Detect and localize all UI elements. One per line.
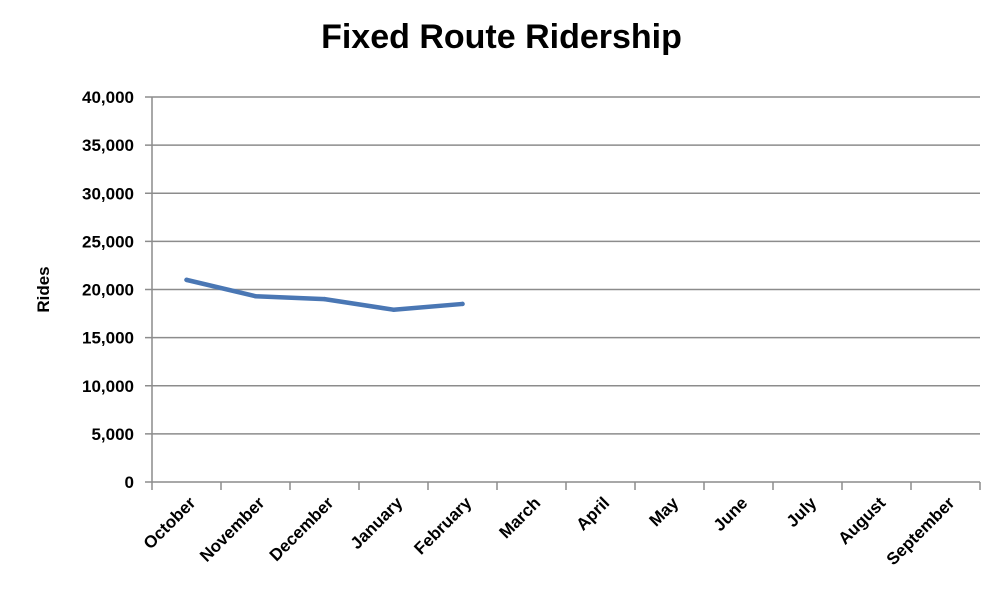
y-tick-label: 35,000 xyxy=(82,136,134,155)
y-tick-label: 5,000 xyxy=(91,425,134,444)
y-tick-label: 15,000 xyxy=(82,329,134,348)
y-tick-label: 30,000 xyxy=(82,184,134,203)
y-tick-label: 40,000 xyxy=(82,88,134,107)
x-tick-label: February xyxy=(410,493,475,558)
data-point xyxy=(184,277,189,283)
x-tick-label: March xyxy=(495,493,544,542)
x-tick-label: June xyxy=(710,493,751,534)
y-tick-label: 25,000 xyxy=(82,232,134,251)
x-tick-label: July xyxy=(783,493,821,531)
data-point xyxy=(322,296,327,302)
y-tick-label: 0 xyxy=(125,473,134,492)
x-tick-label: August xyxy=(834,493,889,548)
x-tick-label: January xyxy=(347,493,407,553)
x-tick-label: November xyxy=(196,493,268,565)
x-tick-label: September xyxy=(883,493,959,569)
chart-title: Fixed Route Ridership xyxy=(321,18,682,56)
data-point xyxy=(460,301,465,307)
y-axis-title: Rides xyxy=(34,266,53,312)
x-tick-label: October xyxy=(140,493,200,553)
x-tick-label: April xyxy=(573,493,614,534)
data-point xyxy=(253,294,258,299)
x-tick-label: May xyxy=(646,493,683,530)
y-tick-label: 10,000 xyxy=(82,377,134,396)
series-line xyxy=(184,277,465,312)
y-tick-label: 20,000 xyxy=(82,281,134,300)
x-tick-label: December xyxy=(266,493,338,565)
data-point xyxy=(391,307,396,312)
